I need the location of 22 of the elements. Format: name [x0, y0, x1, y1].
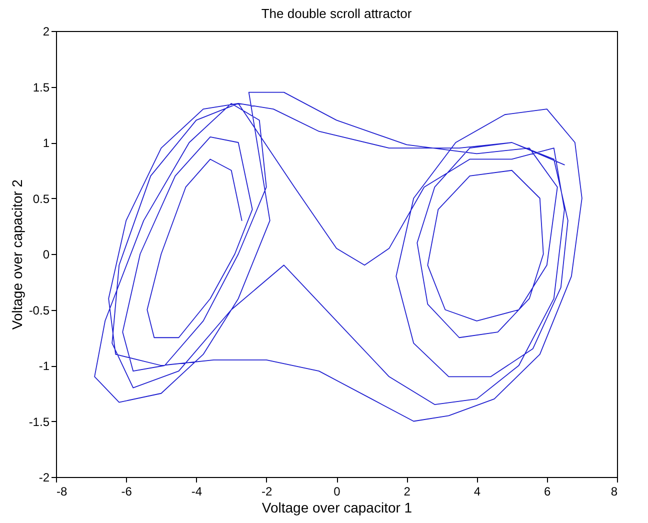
x-tick-label: 8: [610, 484, 618, 498]
chart-title: The double scroll attractor: [261, 6, 412, 21]
y-tick-label: -0.5: [28, 303, 50, 318]
y-tick-label: -1.5: [28, 414, 50, 429]
y-tick-label: 1: [42, 136, 50, 150]
x-tick-label: -4: [191, 484, 202, 498]
y-tick-label: -1: [38, 359, 50, 373]
y-axis-title: Voltage over capacitor 2: [8, 179, 25, 330]
y-tick-label: 0.5: [32, 192, 50, 206]
x-tick-label: -8: [56, 484, 68, 498]
y-tick-label: -2: [38, 470, 50, 484]
x-tick-label: 2: [404, 484, 411, 498]
x-tick-label: 6: [544, 484, 552, 498]
y-tick-label: 0: [42, 248, 50, 262]
x-tick-label: 4: [474, 484, 481, 498]
y-tick-label: 1.5: [32, 80, 50, 94]
x-tick-label: 0: [334, 484, 341, 498]
x-axis-title: Voltage over capacitor 1: [262, 500, 412, 516]
y-tick-label: 2: [42, 24, 50, 38]
x-tick-label: -2: [262, 484, 273, 498]
x-tick-label: -6: [121, 484, 132, 498]
line-series: [94, 92, 582, 422]
